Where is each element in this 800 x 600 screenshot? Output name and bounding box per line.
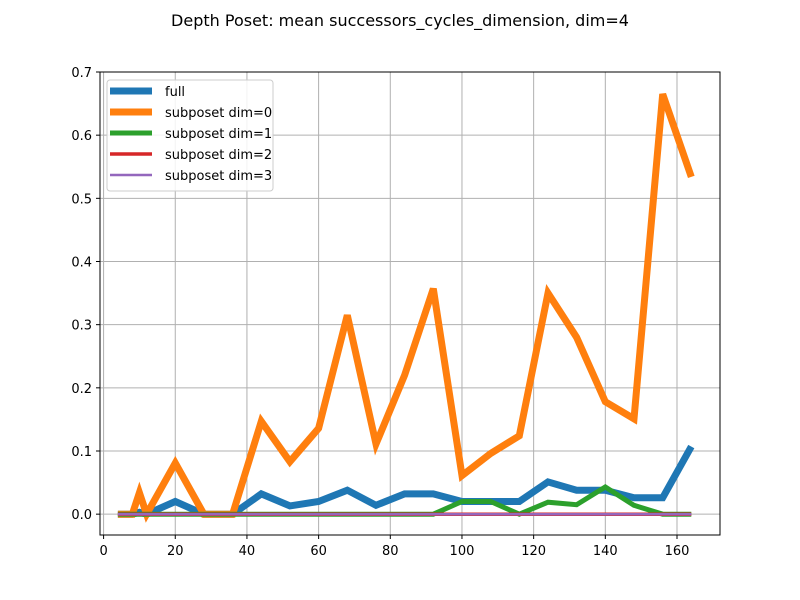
x-tick-label: 80 xyxy=(382,544,399,559)
legend: full subposet dim=0 subposet dim=1 subposet… xyxy=(106,79,274,192)
legend-label: subposet dim=3 xyxy=(165,169,272,184)
y-tick-label: 0.7 xyxy=(71,66,92,81)
legend-label: full xyxy=(165,85,185,100)
x-tick-label: 140 xyxy=(593,544,618,559)
x-tick-label: 160 xyxy=(665,544,690,559)
y-tick-label: 0.6 xyxy=(71,129,92,144)
x-tick-label: 20 xyxy=(167,544,184,559)
legend-label: subposet dim=1 xyxy=(165,127,272,142)
chart-title: Depth Poset: mean successors_cycles_dime… xyxy=(171,11,629,31)
legend-label: subposet dim=2 xyxy=(165,148,272,163)
x-tick-label: 120 xyxy=(521,544,546,559)
y-tick-label: 0.2 xyxy=(71,382,92,397)
y-tick-label: 0.0 xyxy=(71,508,92,523)
legend-label: subposet dim=0 xyxy=(165,106,272,121)
plot-series xyxy=(117,92,695,523)
y-tick-label: 0.5 xyxy=(71,192,92,207)
legend-box xyxy=(106,79,274,192)
x-tick-label: 100 xyxy=(450,544,475,559)
y-tick-label: 0.1 xyxy=(71,445,92,460)
series-line-1 xyxy=(117,92,695,523)
y-axis: 0.0 0.1 0.2 0.3 0.4 0.5 0.6 0.7 xyxy=(71,66,100,523)
x-tick-label: 60 xyxy=(310,544,327,559)
x-tick-label: 40 xyxy=(239,544,256,559)
x-axis: 0 20 40 60 80 100 120 140 160 xyxy=(99,535,689,559)
series-line-0 xyxy=(117,444,695,518)
y-tick-label: 0.4 xyxy=(71,255,92,270)
plot-frame xyxy=(99,71,721,536)
y-tick-label: 0.3 xyxy=(71,319,92,334)
x-tick-label: 0 xyxy=(99,544,107,559)
